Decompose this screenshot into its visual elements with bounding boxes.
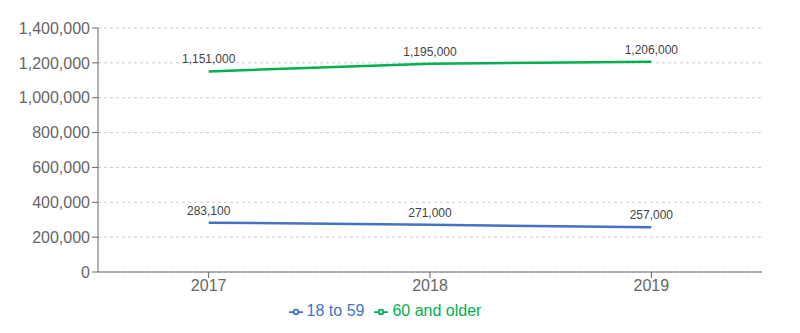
svg-text:2019: 2019 (634, 277, 670, 294)
html-text:18 to 59: 18 to 59 (306, 302, 365, 319)
svg-text:0: 0 (81, 264, 90, 281)
svg-text:800,000: 800,000 (32, 124, 90, 141)
svg-text:257,000: 257,000 (630, 208, 674, 222)
svg-text:2017: 2017 (191, 277, 227, 294)
svg-text:200,000: 200,000 (32, 229, 90, 246)
svg-text:283,100: 283,100 (187, 204, 231, 218)
svg-text:1,195,000: 1,195,000 (403, 45, 457, 59)
html-text:60 and older: 60 and older (392, 302, 482, 319)
svg-text:1,000,000: 1,000,000 (19, 89, 90, 106)
svg-text:2018: 2018 (412, 277, 448, 294)
svg-text:400,000: 400,000 (32, 194, 90, 211)
svg-text:1,400,000: 1,400,000 (19, 20, 90, 37)
svg-text:1,151,000: 1,151,000 (182, 52, 236, 66)
svg-text:1,200,000: 1,200,000 (19, 55, 90, 72)
svg-text:600,000: 600,000 (32, 159, 90, 176)
svg-text:1,206,000: 1,206,000 (625, 43, 679, 57)
svg-text:271,000: 271,000 (408, 206, 452, 220)
